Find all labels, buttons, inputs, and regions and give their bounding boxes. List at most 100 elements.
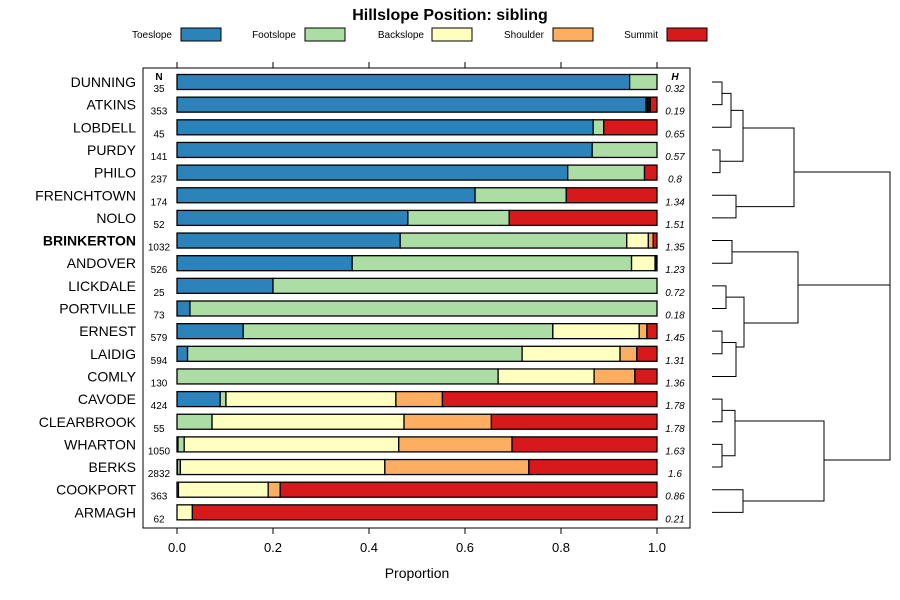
legend-label-shoulder: Shoulder <box>504 30 545 41</box>
dendrogram-branch <box>735 420 825 502</box>
bar-segment-summit <box>191 504 658 521</box>
x-tick-label: 1.0 <box>648 540 666 555</box>
bar-segment-toeslope <box>176 255 353 272</box>
bar-segment-summit <box>565 187 658 204</box>
n-value: 55 <box>153 424 165 435</box>
h-value: 0.19 <box>665 107 685 118</box>
legend-swatch-footslope <box>304 27 346 42</box>
x-tick-label: 0.8 <box>552 540 570 555</box>
x-tick-label: 0.0 <box>168 540 186 555</box>
dendrogram-branch <box>712 341 737 377</box>
bar-row-philo <box>176 164 658 181</box>
bar-row-brinkerton <box>176 232 658 249</box>
bar-segment-footslope <box>186 345 523 362</box>
legend-swatch-shoulder <box>552 27 594 42</box>
bar-segment-summit <box>441 390 658 408</box>
bar-segment-backslope <box>183 436 400 453</box>
bar-segment-toeslope <box>176 345 189 362</box>
row-label-comly: COMLY <box>87 368 136 384</box>
h-value: 1.34 <box>665 197 685 208</box>
bar-segment-shoulder <box>403 413 493 430</box>
bar-segment-shoulder <box>619 345 638 362</box>
h-value: 1.78 <box>665 424 685 435</box>
chart-title: Hillslope Position: sibling <box>352 7 548 24</box>
h-value: 1.51 <box>665 220 684 231</box>
dendrogram-branch <box>736 127 795 208</box>
bar-segment-backslope <box>626 232 650 249</box>
dendrogram-branch <box>712 330 723 355</box>
h-value: 1.78 <box>665 401 685 412</box>
bar-row-nolo <box>176 209 658 227</box>
legend-swatch-summit <box>666 27 708 42</box>
x-tick-label: 0.2 <box>264 540 282 555</box>
h-value: 1.45 <box>665 333 685 344</box>
axes: 0.0 0.2 0.4 0.6 0.8 1.0 <box>142 62 691 555</box>
bar-segment-backslope <box>552 322 640 340</box>
bar-segment-toeslope <box>176 164 569 181</box>
bar-segment-summit <box>643 164 658 181</box>
row-label-andover: ANDOVER <box>67 255 136 271</box>
bar-row-comly <box>176 368 658 385</box>
legend-label-summit: Summit <box>624 30 658 41</box>
dendrogram-branch <box>732 251 799 324</box>
bar-segment-backslope <box>176 504 194 521</box>
bar-segment-backslope <box>521 345 621 362</box>
bar-segment-toeslope <box>176 277 274 295</box>
bar-segment-backslope <box>497 368 595 385</box>
n-value: 73 <box>153 311 165 322</box>
h-value: 0.21 <box>665 514 684 525</box>
dendrogram-branch <box>712 489 744 513</box>
h-value: 1.35 <box>665 243 685 254</box>
legend-label-toeslope: Toeslope <box>132 30 172 41</box>
bar-segment-toeslope <box>176 187 476 204</box>
n-value: 237 <box>151 175 168 186</box>
dendrogram-branch <box>712 443 723 468</box>
bar-row-dunning <box>176 73 658 91</box>
dendrogram-branch <box>712 285 727 309</box>
bar-segment-summit <box>649 96 658 113</box>
bar-segment-shoulder <box>638 322 648 340</box>
bar-row-andover <box>176 255 658 272</box>
bar-segment-summit <box>634 368 658 385</box>
bar-segment-footslope <box>592 119 605 136</box>
row-label-ernest: ERNEST <box>79 323 136 339</box>
bar-segment-toeslope <box>176 390 221 408</box>
dendrogram <box>712 81 891 513</box>
row-label-lobdell: LOBDELL <box>73 119 136 135</box>
n-value: 424 <box>151 401 168 412</box>
bar-segment-toeslope <box>176 322 244 340</box>
bar-row-ernest <box>176 322 658 340</box>
bars-group <box>176 73 658 521</box>
dendrogram-branch <box>794 171 891 461</box>
dendrogram-branch <box>712 194 737 219</box>
h-value: 0.32 <box>665 84 685 95</box>
bar-row-clearbrook <box>176 413 658 430</box>
bar-segment-footslope <box>351 255 633 272</box>
bar-segment-footslope <box>399 232 628 249</box>
n-value: 141 <box>151 152 168 163</box>
h-labels: 0.32 0.19 0.65 0.57 0.8 1.34 1.51 1.35 1.23 0.72 0… <box>665 84 685 525</box>
bar-segment-summit <box>511 436 658 453</box>
x-tick-label: 0.6 <box>456 540 474 555</box>
bar-row-purdy <box>176 141 658 159</box>
bar-row-laidig <box>176 345 658 362</box>
row-label-brinkerton: BRINKERTON <box>43 233 136 249</box>
bar-segment-summit <box>279 481 658 498</box>
dendrogram-branch <box>726 296 745 348</box>
bar-segment-footslope <box>189 300 658 317</box>
bar-segment-footslope <box>272 277 658 295</box>
h-value: 0.86 <box>665 492 685 503</box>
h-value: 0.72 <box>665 288 685 299</box>
bar-segment-footslope <box>242 322 554 340</box>
n-value: 353 <box>151 107 168 118</box>
row-label-philo: PHILO <box>94 165 136 181</box>
bar-segment-footslope <box>176 368 499 385</box>
bar-segment-toeslope <box>176 141 593 159</box>
bar-segment-summit <box>646 322 658 340</box>
bar-segment-footslope <box>628 73 658 91</box>
bar-row-portville <box>176 300 658 317</box>
bar-segment-shoulder <box>593 368 636 385</box>
plot-frame <box>142 67 691 529</box>
h-value: 1.23 <box>665 265 685 276</box>
